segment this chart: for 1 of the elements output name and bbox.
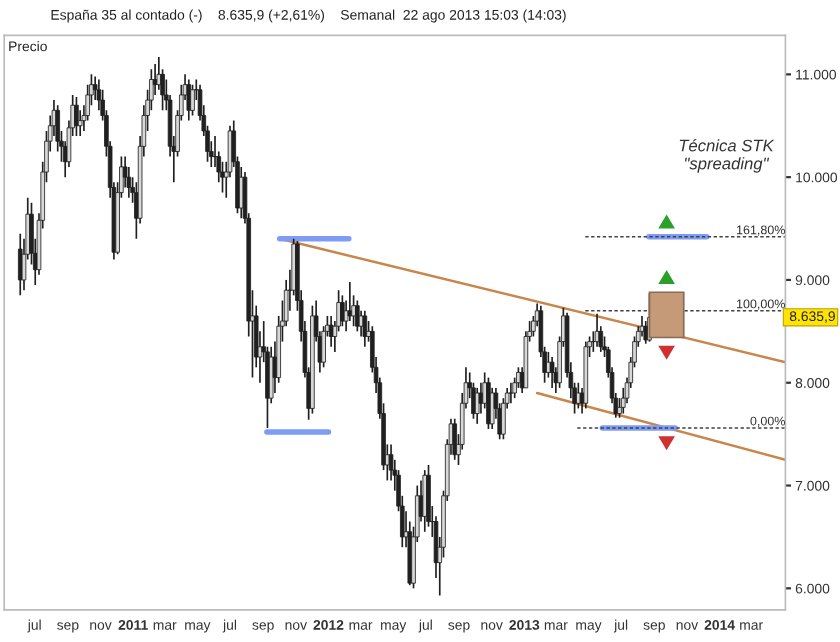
annotation: Técnica STK "spreading" [679,139,775,173]
